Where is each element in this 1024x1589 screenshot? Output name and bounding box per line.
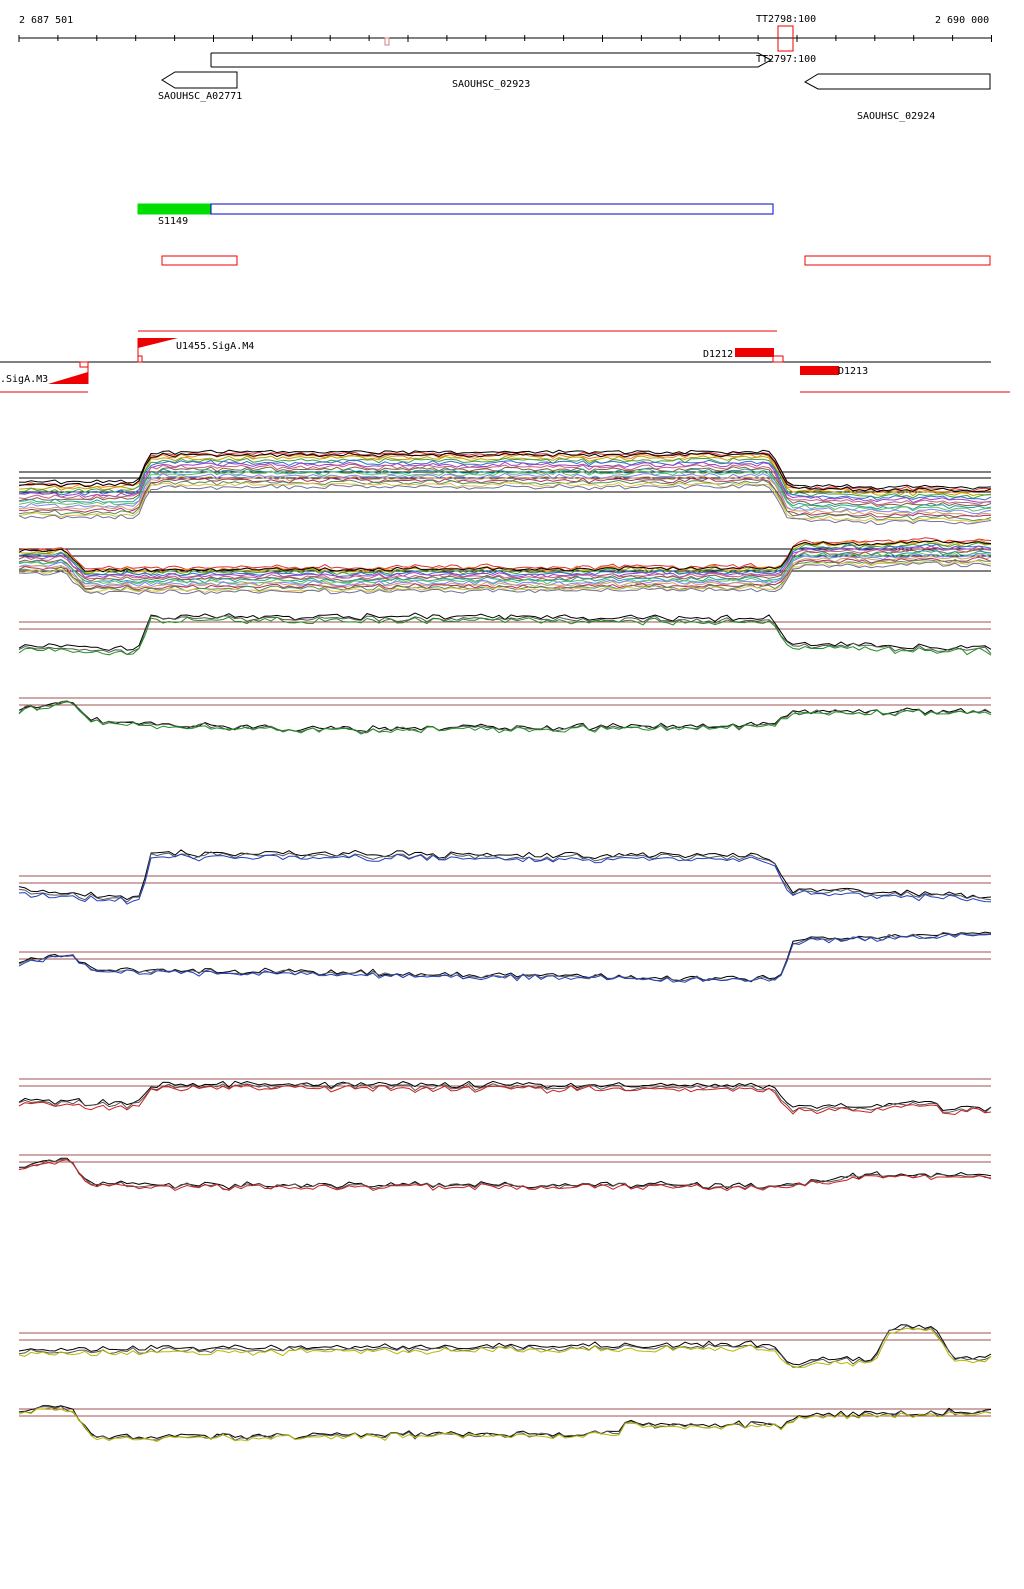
expression-line — [18, 931, 992, 983]
promoter-tick — [79, 361, 89, 368]
expression-line — [19, 475, 992, 518]
expression-line — [18, 616, 992, 656]
expression-line — [18, 1159, 992, 1192]
expression-line — [18, 1084, 992, 1116]
segment-track: S1149 — [137, 203, 991, 266]
expression-line — [18, 1405, 992, 1440]
expression-line — [18, 466, 992, 507]
gene-arrow[interactable] — [210, 52, 773, 68]
expression-line — [18, 1407, 992, 1442]
segment-label[interactable]: S1149 — [158, 216, 188, 227]
expression-line — [18, 452, 992, 494]
expression-line — [18, 472, 992, 515]
expression-line — [18, 1324, 992, 1366]
promoter-flag[interactable] — [138, 338, 178, 348]
expression-line — [18, 700, 992, 735]
expression-line — [18, 849, 992, 901]
expression-line — [18, 459, 992, 501]
expression-line — [18, 542, 992, 576]
terminator-label[interactable]: TT2798:100 — [756, 14, 816, 25]
expression-line — [18, 1158, 992, 1191]
promoter-tick — [137, 355, 143, 363]
segment-coding-blue[interactable] — [210, 203, 774, 215]
expression-line — [18, 1327, 992, 1369]
expression-line — [18, 933, 992, 983]
promoter-label[interactable]: .SigA.M3 — [0, 374, 48, 385]
coordinate-ruler: 2 687 501 2 690 000 — [18, 15, 992, 46]
expression-line — [18, 561, 992, 595]
start-coordinate: 2 687 501 — [19, 15, 73, 26]
ruler-marker — [384, 37, 390, 46]
expression-line — [18, 853, 992, 905]
expression-line — [18, 457, 992, 499]
promoter-track: U1455.SigA.M4 .SigA.M3 D1212 D1213 — [0, 330, 1010, 393]
expression-line — [18, 541, 992, 574]
expression-line — [18, 559, 992, 594]
gene-arrow[interactable] — [803, 73, 991, 90]
downshift-bar[interactable] — [800, 366, 839, 375]
expression-line — [19, 1157, 992, 1190]
expression-line — [18, 452, 992, 493]
end-coordinate: 2 690 000 — [935, 15, 989, 26]
terminator-label[interactable]: TT2797:100 — [756, 54, 816, 65]
promoter-flag[interactable] — [48, 372, 88, 384]
promoter-label[interactable]: U1455.SigA.M4 — [176, 341, 254, 352]
expression-line — [18, 552, 992, 585]
expression-line — [18, 455, 992, 497]
expression-line — [18, 449, 992, 490]
expression-line — [18, 463, 992, 506]
downshift-label[interactable]: D1212 — [703, 349, 733, 360]
expression-line — [18, 543, 992, 578]
gene-label[interactable]: SAOUHSC_02924 — [857, 111, 935, 122]
expression-line — [18, 931, 992, 983]
expression-line — [18, 468, 992, 510]
downshift-label[interactable]: D1213 — [838, 366, 868, 377]
terminator-track: TT2798:100 TT2797:100 — [756, 14, 816, 65]
gene-track: SAOUHSC_A02771 SAOUHSC_02923 SAOUHSC_029… — [158, 52, 991, 122]
expression-line — [18, 483, 992, 526]
downshift-bar[interactable] — [735, 348, 774, 357]
expression-line — [18, 1080, 992, 1112]
segment-red-box[interactable] — [804, 255, 991, 266]
expression-line — [18, 552, 992, 587]
downshift-tick — [772, 355, 784, 363]
gene-arrow[interactable] — [161, 71, 238, 89]
expression-line — [18, 851, 992, 903]
expression-line — [18, 479, 992, 522]
expression-line — [18, 481, 992, 524]
gene-label[interactable]: SAOUHSC_A02771 — [158, 91, 242, 102]
expression-line — [18, 615, 992, 656]
ruler-ticks — [18, 35, 992, 42]
expression-line — [18, 539, 992, 573]
expression-tracks — [18, 449, 992, 1442]
terminator-box[interactable] — [777, 25, 794, 52]
expression-line — [18, 558, 991, 592]
gene-label[interactable]: SAOUHSC_02923 — [452, 79, 530, 90]
segment-red-box[interactable] — [161, 255, 238, 266]
segment-utr-green[interactable] — [137, 203, 212, 215]
